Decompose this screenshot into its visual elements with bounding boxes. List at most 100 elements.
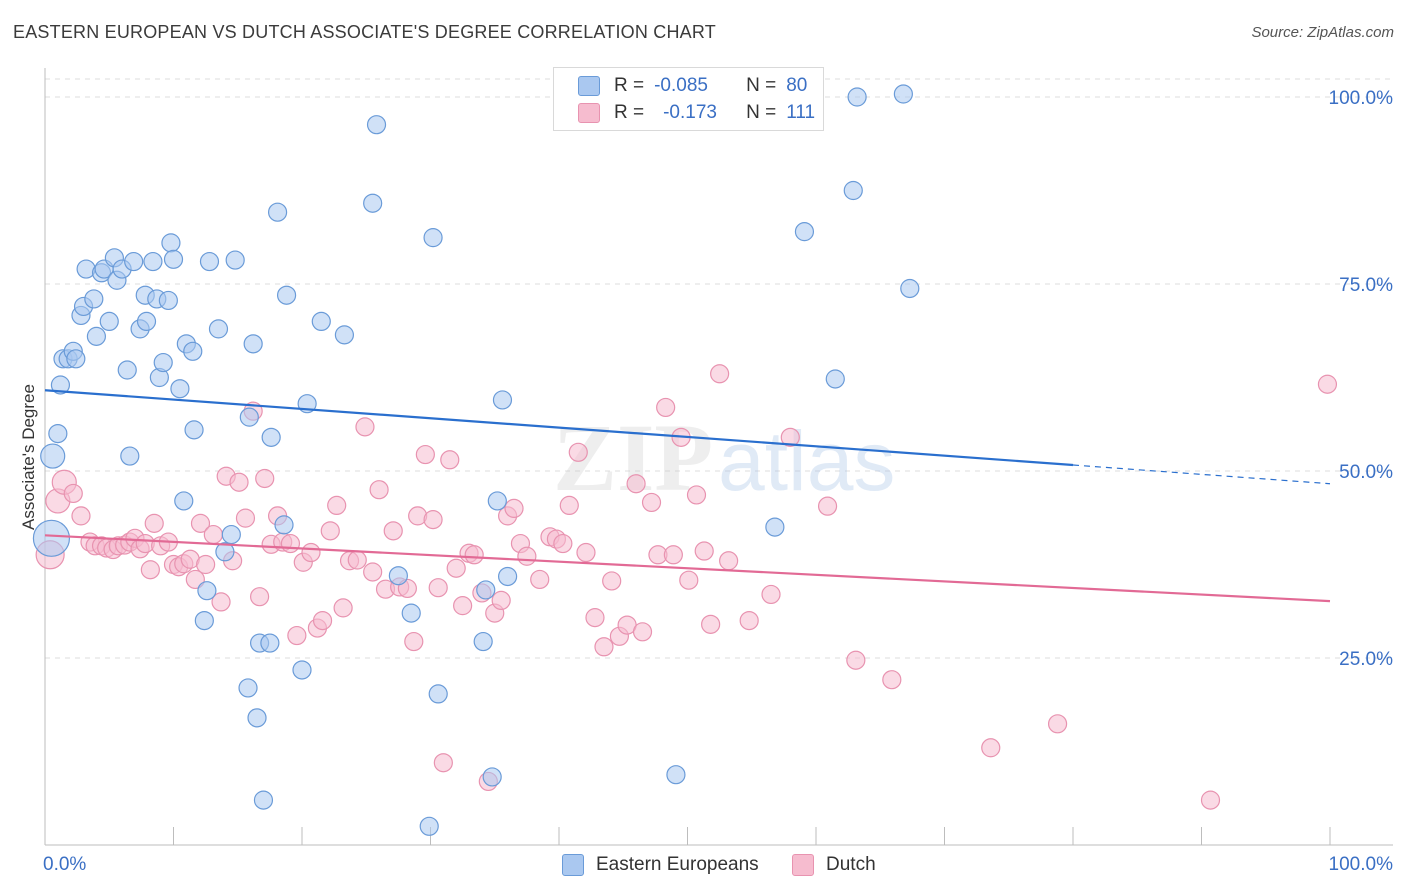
- eastern-european-point: [48, 424, 68, 444]
- dutch-point: [446, 558, 466, 578]
- dutch-point: [686, 485, 707, 505]
- dutch-point: [846, 650, 866, 670]
- legend-n-label: N =: [746, 102, 777, 123]
- dutch-point: [211, 592, 231, 612]
- dutch-point: [1047, 714, 1068, 734]
- y-tick-label: 75.0%: [1339, 275, 1393, 296]
- eastern-european-point: [136, 311, 157, 331]
- dutch-point: [301, 542, 321, 563]
- eastern-european-point: [292, 660, 312, 680]
- legend-swatch-pink: [792, 854, 814, 876]
- dutch-point: [433, 753, 453, 773]
- eastern-european-point: [174, 491, 194, 511]
- eastern-european-point: [487, 491, 507, 511]
- dutch-point: [641, 492, 662, 513]
- eastern-european-point: [143, 251, 163, 272]
- dutch-point: [701, 614, 721, 634]
- dutch-point: [355, 417, 375, 437]
- eastern-european-point: [199, 251, 220, 272]
- y-tick-label: 100.0%: [1329, 88, 1394, 109]
- eastern-european-point: [498, 566, 518, 587]
- eastern-european-point: [274, 515, 294, 535]
- legend-r-label: R =: [614, 75, 645, 96]
- eastern-european-point: [117, 360, 137, 380]
- dutch-point: [404, 631, 424, 652]
- x-tick-label: 0.0%: [43, 854, 86, 875]
- eastern-european-point: [163, 249, 184, 269]
- eastern-european-point: [238, 678, 258, 698]
- dutch-point: [363, 562, 383, 582]
- dutch-point: [559, 495, 579, 516]
- eastern-european-point: [900, 278, 920, 299]
- dutch-point: [576, 542, 596, 563]
- dutch-point: [504, 498, 524, 518]
- eastern-european-point: [311, 311, 331, 331]
- legend-swatch-blue: [578, 76, 600, 96]
- eastern-european-point: [276, 285, 297, 305]
- dutch-point: [235, 508, 256, 528]
- dutch-point: [440, 450, 460, 470]
- eastern-european-point: [428, 684, 448, 704]
- eastern-european-point: [158, 290, 178, 311]
- eastern-european-point: [84, 289, 104, 309]
- legend-n-value: 111: [786, 102, 816, 123]
- y-tick-label: 50.0%: [1339, 462, 1393, 483]
- watermark: ZIP atlas: [553, 404, 895, 511]
- eastern-european-point: [197, 581, 217, 601]
- eastern-european-point: [261, 427, 281, 447]
- eastern-european-point: [40, 443, 66, 469]
- dutch-point: [882, 670, 902, 690]
- dutch-point: [255, 468, 275, 489]
- dutch-point: [656, 397, 676, 418]
- dutch-point: [280, 533, 301, 554]
- eastern-european-trend-line: [44, 389, 1074, 467]
- eastern-european-point: [170, 379, 190, 399]
- dutch-point: [594, 637, 614, 657]
- eastern-european-point: [124, 251, 144, 272]
- dutch-point: [780, 427, 800, 447]
- dutch-point: [287, 625, 307, 646]
- dutch-point: [1200, 790, 1221, 810]
- dutch-point: [517, 546, 537, 566]
- legend-n-value: 80: [786, 75, 808, 96]
- dutch-point: [710, 364, 730, 384]
- dutch-point: [679, 570, 699, 590]
- eastern-european-point: [120, 446, 140, 466]
- dutch-point: [694, 541, 714, 561]
- tick-labels: 100.0% 75.0% 50.0% 25.0% 0.0% 100.0%: [43, 88, 1393, 875]
- y-axis-label: Associate's Degree: [19, 384, 38, 530]
- eastern-european-point: [208, 319, 229, 339]
- bottom-legend-eastern-europeans[interactable]: Eastern Europeans: [562, 852, 759, 878]
- dutch-point: [739, 610, 759, 631]
- eastern-european-point: [260, 633, 280, 653]
- dutch-point: [981, 738, 1001, 758]
- dutch-point: [333, 598, 353, 618]
- eastern-european-point: [893, 84, 913, 104]
- eastern-european-point: [215, 542, 235, 562]
- eastern-european-point: [419, 816, 439, 836]
- eastern-european-point: [366, 115, 387, 135]
- eastern-european-point: [161, 233, 181, 253]
- legend-n-label: N =: [746, 75, 777, 96]
- dutch-point: [140, 560, 160, 580]
- eastern-european-point: [794, 222, 815, 242]
- eastern-european-trend-extension: [1072, 464, 1331, 485]
- dutch-point: [144, 513, 164, 533]
- dutch-point: [423, 510, 443, 530]
- dutch-point: [383, 521, 403, 541]
- bottom-legend-label: Eastern Europeans: [596, 854, 759, 875]
- eastern-european-point: [423, 228, 443, 248]
- dutch-point: [602, 571, 622, 591]
- dutch-point: [663, 545, 683, 565]
- dutch-trend-line: [44, 534, 1331, 603]
- eastern-european-point: [847, 87, 867, 107]
- source-credit: Source: ZipAtlas.com: [1251, 24, 1394, 41]
- eastern-european-point: [765, 517, 785, 537]
- eastern-european-point: [388, 566, 408, 586]
- bottom-legend-label: Dutch: [826, 854, 876, 875]
- bottom-legend-dutch[interactable]: Dutch: [792, 852, 876, 878]
- dutch-points: [35, 364, 1338, 810]
- legend-row-eastern-europeans: R = -0.085 N = 80: [578, 74, 807, 98]
- eastern-european-point: [99, 311, 119, 331]
